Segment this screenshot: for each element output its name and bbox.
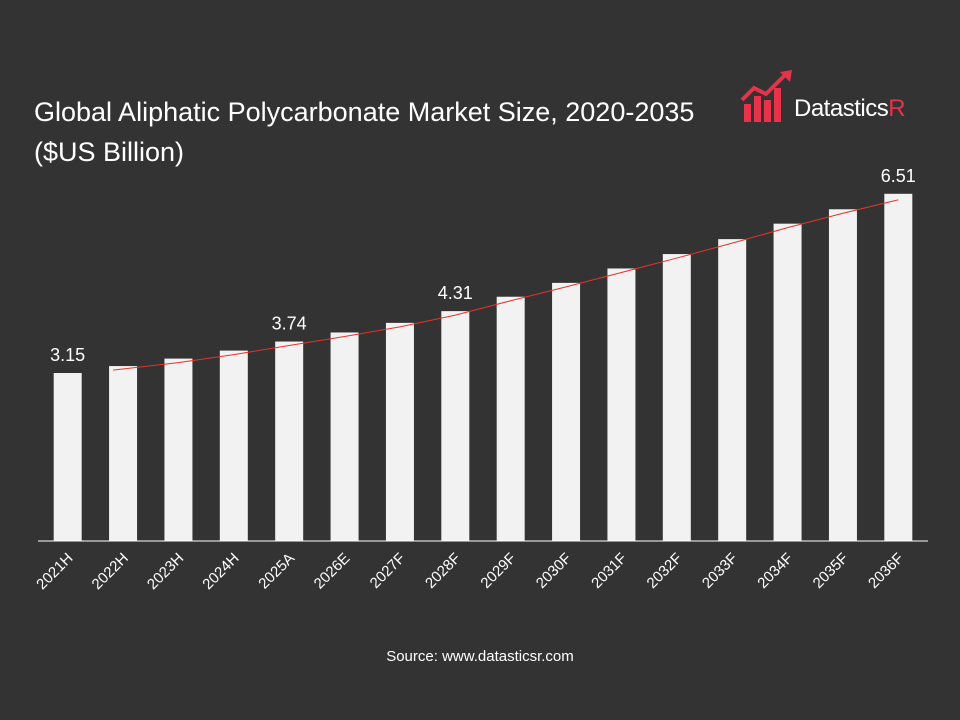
trendline [113,199,899,371]
x-tick-label: 2023H [144,550,187,593]
x-tick-label: 2029F [477,550,519,592]
bar-2021H [53,373,82,541]
data-label: 3.74 [272,314,307,334]
bar-2033F [718,239,747,541]
bar-2028F [441,311,470,541]
bar-2026E [330,332,359,541]
bar-2035F [828,209,857,541]
data-label: 6.51 [881,166,916,186]
bar-2032F [662,254,691,542]
bar-2025A [275,341,304,541]
bar-2034F [773,223,802,541]
source-note: Source: www.datasticsr.com [386,648,574,665]
datasticsr-logo: DatasticsR [740,70,930,126]
data-label: 3.15 [50,345,85,365]
x-tick-label: 2028F [422,550,464,592]
x-tick-label: 2021H [33,550,76,593]
x-tick-label: 2030F [533,550,575,592]
bar-2031F [607,268,636,541]
bar-2022H [109,366,138,541]
x-tick-label: 2027F [367,550,409,592]
data-label: 4.31 [438,283,473,303]
x-tick-label: 2032F [644,550,686,592]
x-tick-label: 2025A [255,550,298,593]
logo-wordmark: DatasticsR [794,95,906,123]
logo-chart-icon [740,70,792,122]
bar-2036F [884,193,913,542]
x-tick-label: 2035F [810,550,852,592]
x-tick-label: 2036F [865,550,907,592]
x-tick-label: 2026E [311,550,354,593]
logo-text-accent: R [888,95,906,122]
chart-title: Global Aliphatic Polycarbonate Market Si… [34,97,695,167]
x-tick-label: 2024H [199,550,242,593]
bar-2029F [496,296,525,541]
logo-text-main: Datastics [794,95,889,122]
bars-group [53,193,913,542]
x-tick-label: 2034F [754,550,796,592]
bar-2030F [552,282,581,541]
bar-2027F [385,322,414,541]
x-tick-label: 2022H [89,550,132,593]
bar-2024H [219,350,248,541]
data-labels-group: 3.15 3.74 4.31 6.51 [50,166,916,365]
x-tick-labels-group: 2021H 2022H 2023H 2024H 2025A 2026E 2027F 2028F… [33,550,907,593]
x-tick-label: 2033F [699,550,741,592]
x-tick-label: 2031F [588,550,630,592]
bar-2023H [164,358,193,541]
